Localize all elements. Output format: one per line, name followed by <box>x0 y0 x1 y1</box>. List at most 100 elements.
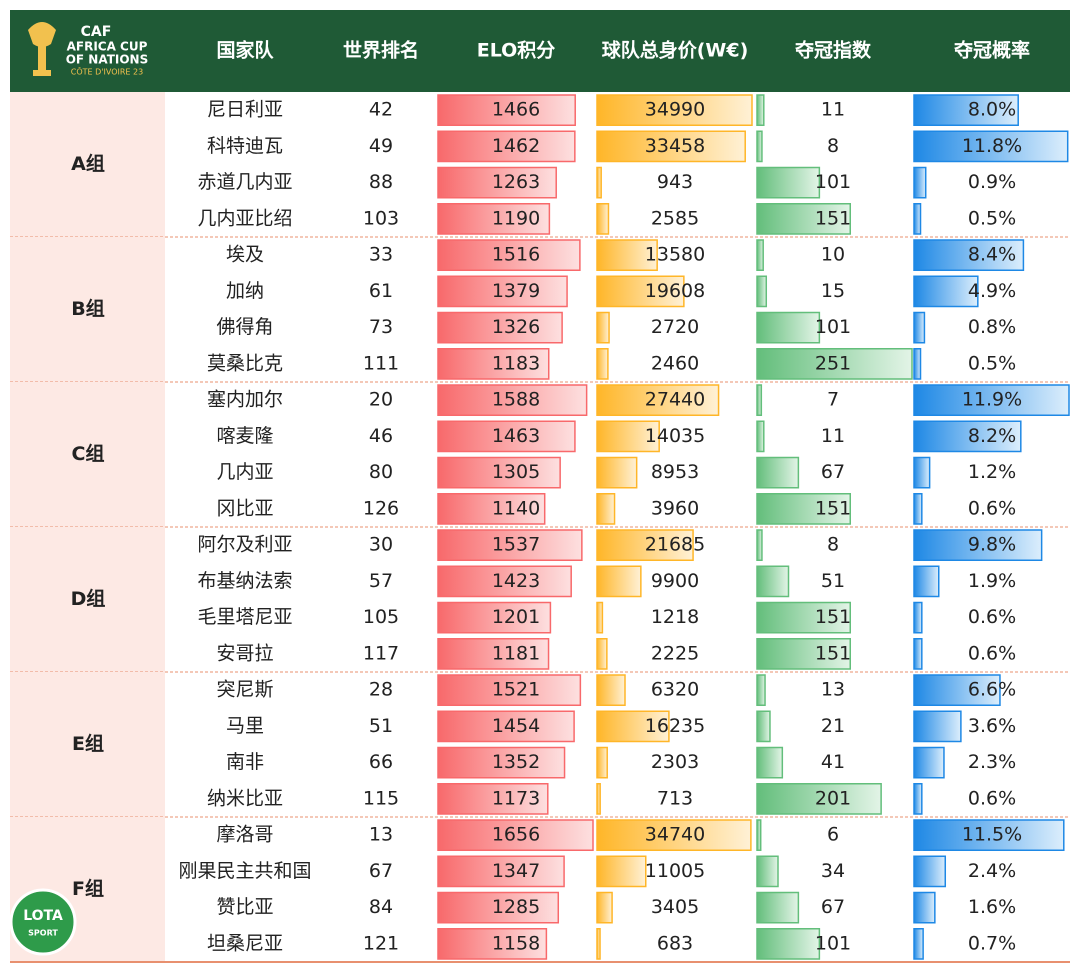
data-bar <box>437 928 548 960</box>
team-name: 纳米比亚 <box>207 787 283 809</box>
market-value: 3960 <box>651 497 699 519</box>
elo: 1173 <box>492 787 540 809</box>
team-name: 尼日利亚 <box>207 99 283 121</box>
data-bar <box>596 384 720 416</box>
title-probability: 1.2% <box>968 461 1016 483</box>
data-bar <box>913 529 1043 561</box>
rank: 88 <box>369 171 393 193</box>
title-index: 7 <box>827 389 839 411</box>
data-bar <box>437 311 563 344</box>
team-name: 科特迪瓦 <box>207 135 283 157</box>
data-bar <box>756 166 821 199</box>
data-bar <box>756 384 763 416</box>
data-bar <box>437 710 575 743</box>
rank: 73 <box>369 316 393 338</box>
group-cell <box>10 672 165 817</box>
column-header: 国家队 <box>216 39 274 62</box>
data-bar <box>913 94 1019 126</box>
rank: 80 <box>369 461 393 483</box>
data-bar <box>437 203 551 235</box>
elo: 1466 <box>492 99 540 121</box>
data-bar <box>596 529 694 561</box>
title-index: 67 <box>821 896 845 918</box>
data-bar <box>756 783 882 815</box>
title-probability: 0.9% <box>968 171 1016 193</box>
team-name: 塞内加尔 <box>207 389 283 411</box>
data-bar <box>437 601 552 634</box>
elo: 1454 <box>492 715 540 737</box>
market-value: 9900 <box>651 570 699 592</box>
data-bar <box>756 203 851 235</box>
rank: 67 <box>369 860 393 882</box>
title-probability: 4.9% <box>968 280 1016 302</box>
title-index: 11 <box>821 99 845 121</box>
group-label: C组 <box>72 442 105 465</box>
data-bar <box>596 710 670 743</box>
data-bar <box>913 746 945 779</box>
rank: 20 <box>369 389 393 411</box>
title-probability: 9.8% <box>968 534 1016 556</box>
rank: 33 <box>369 244 393 266</box>
data-bar <box>437 348 550 380</box>
data-bar <box>756 565 790 598</box>
title-probability: 8.2% <box>968 425 1016 447</box>
market-value: 943 <box>657 171 693 193</box>
data-bar <box>913 311 926 344</box>
rank: 121 <box>363 932 399 954</box>
group-cell <box>10 237 165 382</box>
group-cell <box>10 92 165 237</box>
data-bar <box>596 565 642 598</box>
data-bar <box>437 746 566 779</box>
elo: 1201 <box>492 606 540 628</box>
market-value: 34740 <box>645 824 705 846</box>
market-value: 8953 <box>651 461 699 483</box>
data-bar <box>756 311 821 344</box>
data-bar <box>756 928 821 960</box>
data-bar <box>756 601 851 634</box>
logo-line: CÔTE D'IVOIRE 23 <box>71 66 143 77</box>
rank: 57 <box>369 570 393 592</box>
title-probability: 3.6% <box>968 715 1016 737</box>
elo: 1183 <box>492 352 540 374</box>
data-bar <box>756 456 800 489</box>
title-index: 41 <box>821 751 845 773</box>
title-probability: 0.6% <box>968 787 1016 809</box>
rank: 105 <box>363 606 399 628</box>
data-bar <box>913 493 923 525</box>
data-bar <box>756 420 765 453</box>
data-bar <box>913 384 1070 416</box>
data-bar <box>437 855 565 888</box>
team-name: 安哥拉 <box>216 642 273 664</box>
elo: 1379 <box>492 280 540 302</box>
market-value: 713 <box>657 787 693 809</box>
data-bar <box>913 420 1022 453</box>
data-bar <box>913 928 924 960</box>
data-bar <box>596 94 753 126</box>
title-probability: 0.7% <box>968 932 1016 954</box>
data-bar <box>437 783 549 815</box>
column-header: 夺冠概率 <box>953 39 1030 62</box>
elo: 1423 <box>492 570 540 592</box>
market-value: 683 <box>657 932 693 954</box>
team-name: 莫桑比克 <box>207 352 283 374</box>
data-bar <box>756 674 766 706</box>
data-bar <box>596 493 616 525</box>
elo: 1326 <box>492 316 540 338</box>
column-header: 世界排名 <box>343 39 419 62</box>
data-bar <box>437 529 583 561</box>
title-probability: 0.5% <box>968 352 1016 374</box>
team-name: 坦桑尼亚 <box>207 932 283 954</box>
data-bar <box>596 855 647 888</box>
data-bar <box>596 166 602 199</box>
data-bar <box>596 638 608 670</box>
data-bar <box>913 275 979 308</box>
data-bar <box>437 384 588 416</box>
team-name: 马里 <box>226 715 264 737</box>
elo: 1305 <box>492 461 540 483</box>
title-probability: 1.9% <box>968 570 1016 592</box>
data-bar <box>913 674 1001 706</box>
team-name: 毛里塔尼亚 <box>197 606 292 628</box>
elo: 1521 <box>492 679 540 701</box>
data-bar <box>756 819 762 851</box>
